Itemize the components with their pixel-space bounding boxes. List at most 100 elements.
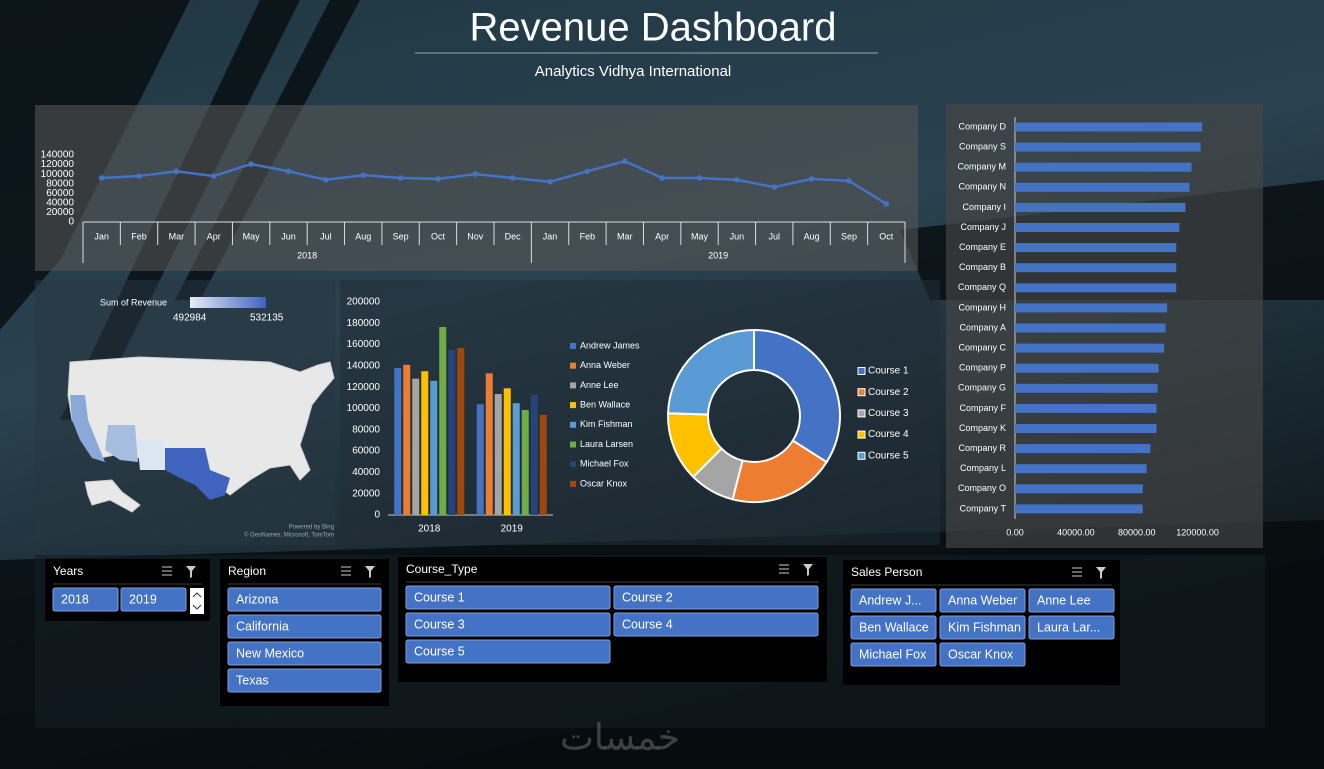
y-tick-label: Company K [959,423,1006,433]
bar [1015,243,1177,253]
clear-filter-icon[interactable] [186,566,196,578]
y-tick-label: 80000 [46,178,74,189]
line-point [323,177,329,183]
bar [1015,403,1157,413]
slicer-button[interactable] [1028,588,1115,613]
clear-filter-icon[interactable] [365,566,375,578]
slicer-item[interactable]: Arizona [236,592,278,606]
y-tick-label: Company J [960,222,1006,232]
slicer-item[interactable]: Andrew J... [859,593,922,607]
x-tick-label: Jun [281,231,296,241]
slicer-item[interactable]: 2018 [61,592,89,606]
x-tick-label: 2018 [418,524,441,535]
bar [1015,343,1165,353]
slicer-item[interactable]: New Mexico [236,646,304,660]
slicer-item[interactable]: California [236,619,289,633]
bar [457,347,465,515]
state-new-mexico [137,440,165,470]
line-point [734,177,740,183]
slicer-button[interactable] [613,585,819,610]
slicer-button[interactable] [939,615,1026,640]
bar [1015,142,1201,152]
line-point [210,173,217,179]
legend-swatch [570,421,576,428]
scroll-arrows[interactable] [192,592,202,610]
slicer-button[interactable] [405,612,611,637]
slicer-item[interactable]: Anna Weber [948,593,1017,607]
slicer-button[interactable] [52,587,119,612]
slicer: Years 2018 2019 [45,559,210,621]
slicer-button[interactable] [227,587,382,612]
x-tick-label: 80000.00 [1118,527,1156,537]
slicer-button[interactable] [613,612,819,637]
multiselect-icon[interactable] [1072,567,1082,577]
slicer-button[interactable] [850,588,937,613]
scrollbar[interactable] [190,588,204,614]
slicer-item[interactable]: Anne Lee [1037,593,1091,607]
slicer-item[interactable]: Ben Wallace [859,620,929,634]
slicer-button[interactable] [939,642,1026,667]
legend-swatch [570,382,576,389]
bar [530,394,538,515]
bar [512,403,520,515]
x-tick-label: Apr [655,231,669,241]
bar [1015,122,1203,132]
line-point [846,178,852,184]
slicer-button[interactable] [1028,615,1115,640]
map-credit: Powered by Bing [289,525,334,531]
slicer-item[interactable]: Course 5 [414,644,465,658]
y-tick-label: 60000 [352,446,380,457]
line-point [285,168,292,175]
slicer: Sales Person Andrew J... Anna Weber Anne Le… [843,560,1120,685]
bar [439,327,447,515]
bar [412,378,420,515]
slicer-button[interactable] [850,642,937,667]
legend-swatch [857,409,866,418]
multiselect-icon[interactable] [341,566,351,576]
line-point [771,184,778,190]
clear-filter-icon[interactable] [803,564,813,576]
bar [1015,444,1151,454]
slicer-title: Years [53,564,83,578]
slicer-button[interactable] [227,668,382,693]
legend-swatch [570,480,576,487]
y-tick-label: 160000 [347,339,381,350]
clear-filter-icon[interactable] [1096,567,1106,579]
state-texas [165,448,230,500]
slicer-button[interactable] [405,639,611,664]
dashboard-title: Revenue Dashboard [470,6,837,50]
line-point [659,175,665,181]
slicer-button[interactable] [850,615,937,640]
line-point [584,168,591,175]
group-label: 2019 [708,250,728,260]
map-attribution: © GeoNames, Microsoft, TomTom [244,532,334,539]
slicer-item[interactable]: Kim Fishman [948,620,1021,634]
slicer-item[interactable]: Michael Fox [859,647,927,661]
bar [430,380,438,515]
slicer-button[interactable] [227,614,382,639]
slicer-item[interactable]: 2019 [129,592,157,606]
legend-title: Sum of Revenue [100,297,167,307]
x-tick-label: Feb [131,231,147,241]
group-label: 2018 [297,250,317,260]
y-tick-label: Company R [958,443,1006,453]
x-tick-label: Dec [505,231,522,241]
slicer-button[interactable] [405,585,611,610]
slicer-item[interactable]: Laura Lar... [1037,620,1100,634]
slicer-item[interactable]: Course 2 [622,590,673,604]
map-land [67,356,335,496]
slicer-button[interactable] [227,641,382,666]
multiselect-icon[interactable] [779,564,789,574]
slicer-button[interactable] [120,587,187,612]
slicer-button[interactable] [939,588,1026,613]
slicer-item[interactable]: Course 3 [414,617,465,631]
x-tick-label: Nov [467,231,484,241]
y-tick-label: 180000 [347,318,381,329]
legend-label: Ben Wallace [580,399,630,409]
slicer-item[interactable]: Texas [236,673,269,687]
multiselect-icon[interactable] [162,566,172,576]
bar [503,388,511,515]
slicer-item[interactable]: Course 1 [414,590,465,604]
slicer-item[interactable]: Oscar Knox [948,647,1014,661]
slicer-item[interactable]: Course 4 [622,617,673,631]
